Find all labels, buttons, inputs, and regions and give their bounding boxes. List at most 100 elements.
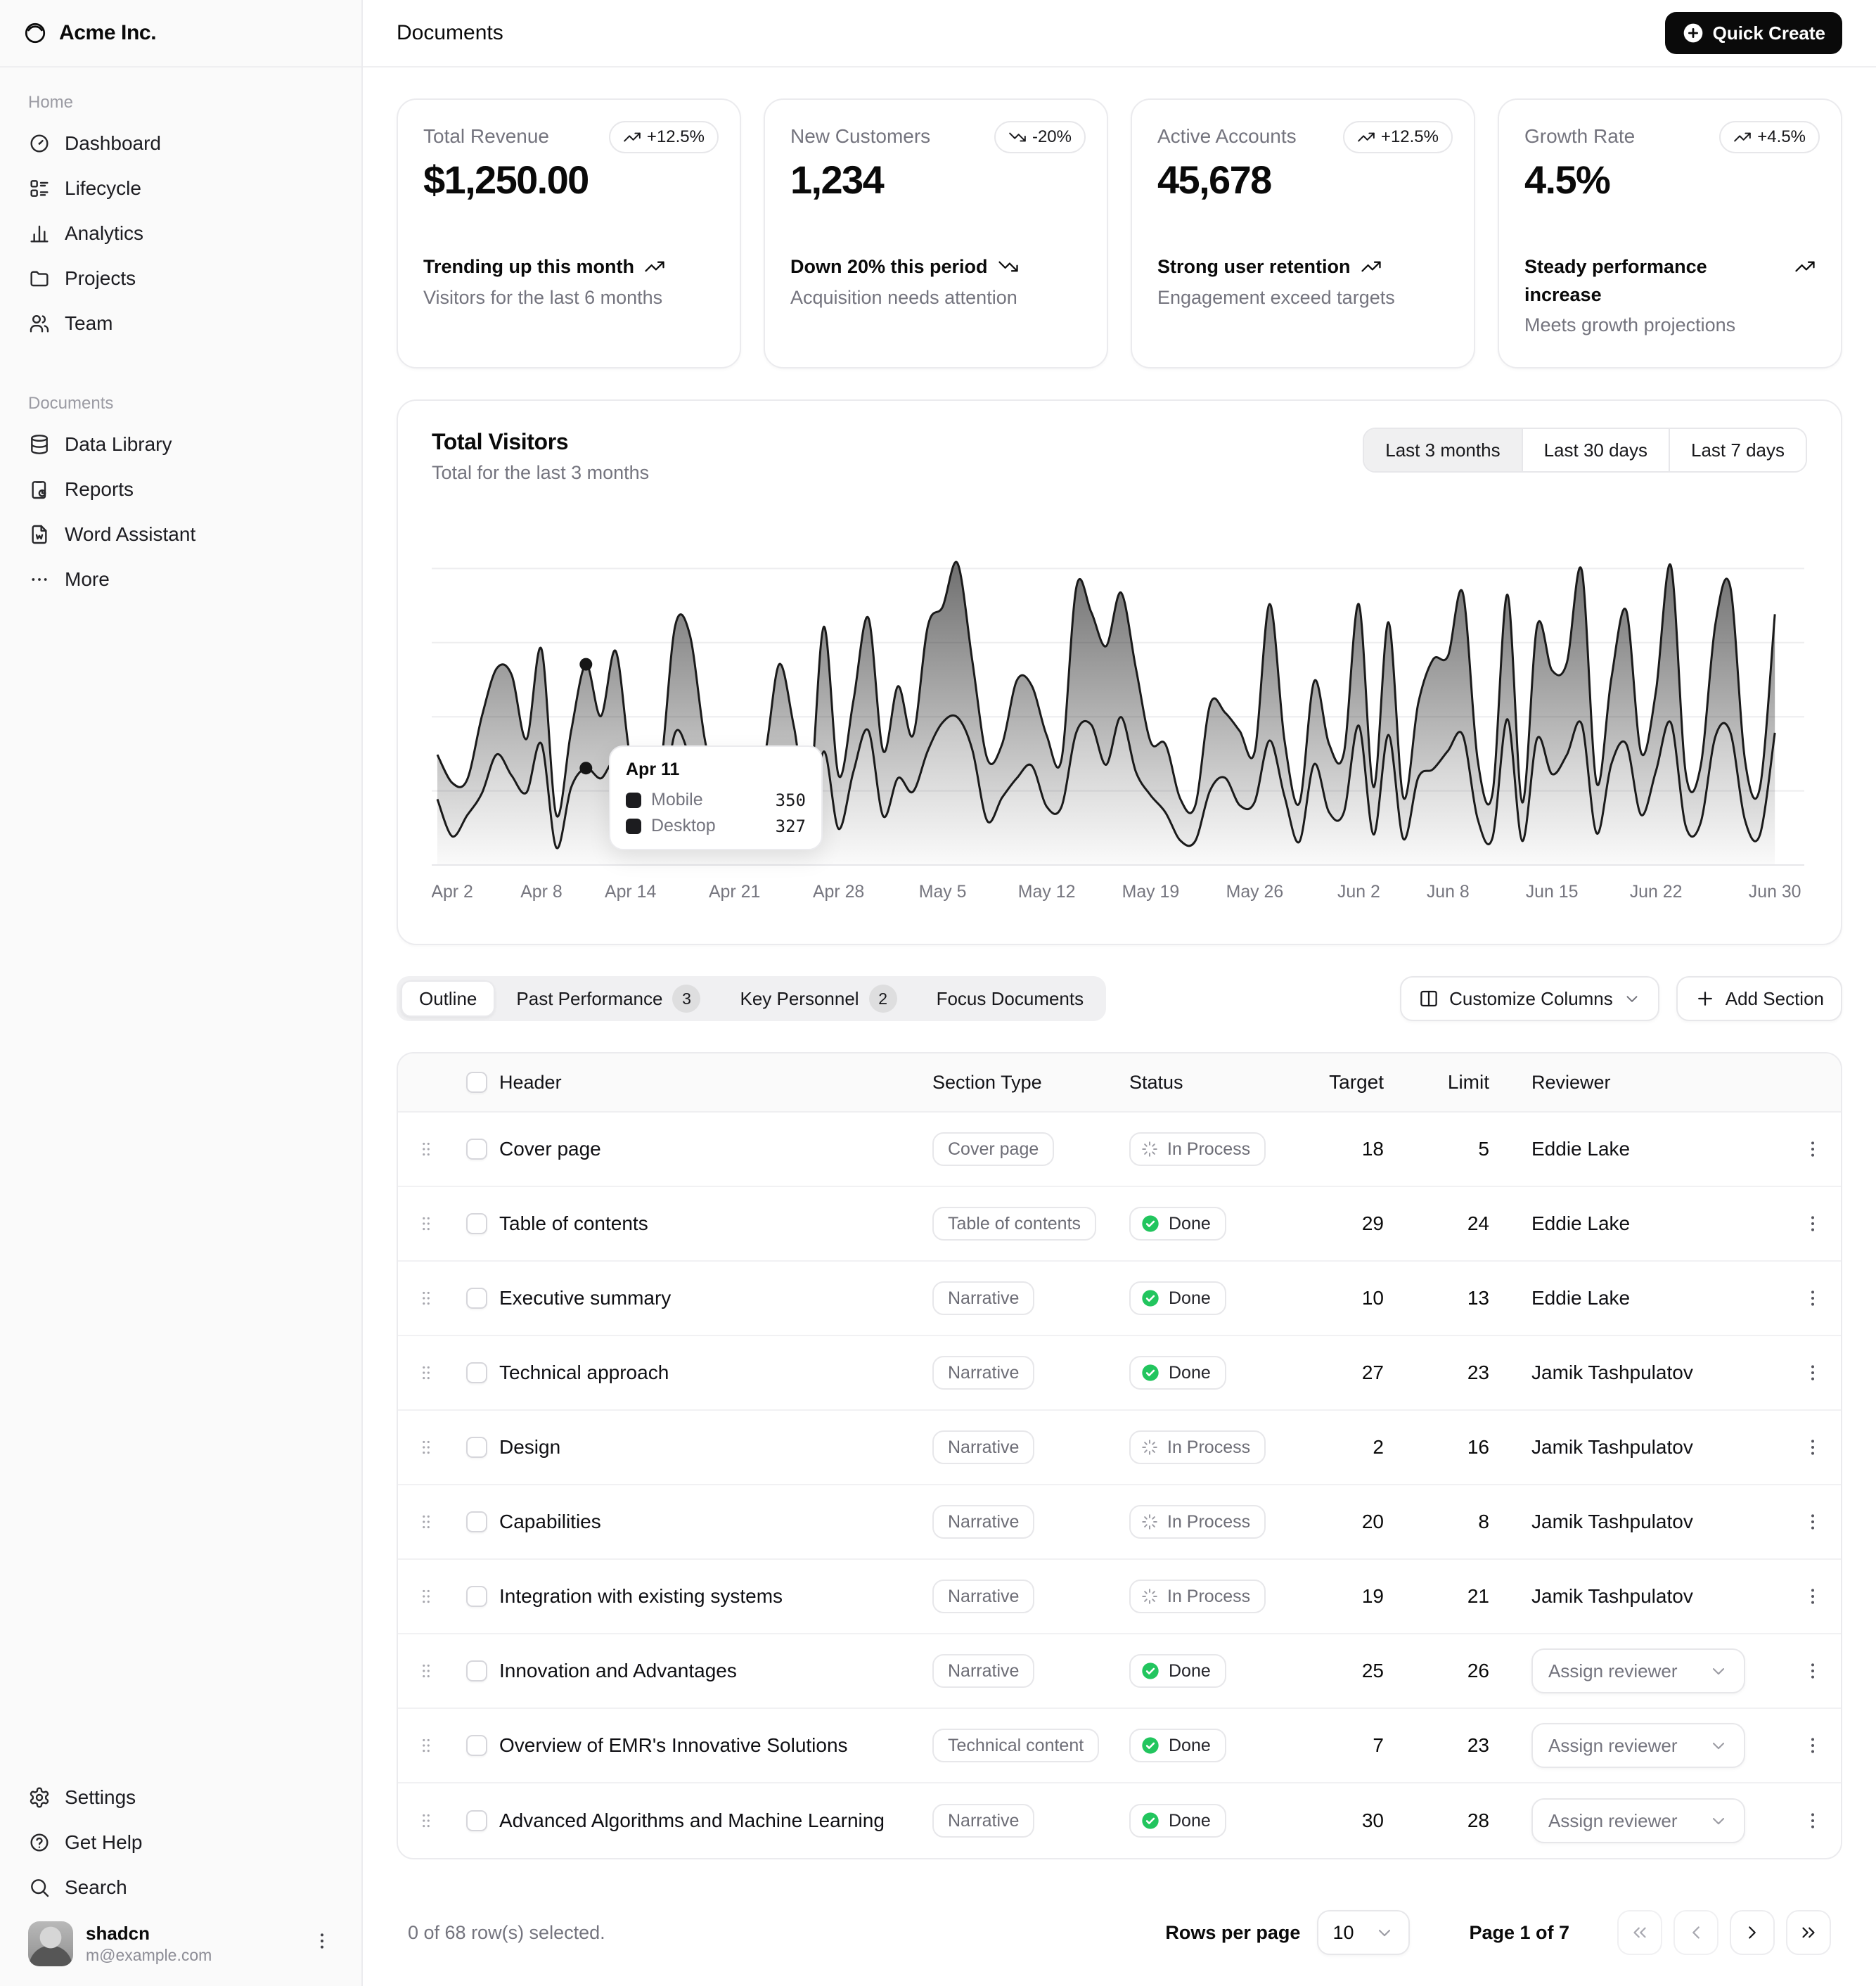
target-value[interactable]: 19 xyxy=(1361,1585,1384,1607)
row-actions-kebab[interactable] xyxy=(1785,1138,1841,1160)
next-page-button[interactable] xyxy=(1730,1910,1775,1955)
row-header[interactable]: Design xyxy=(499,1436,561,1458)
row-header[interactable]: Technical approach xyxy=(499,1362,669,1383)
limit-value[interactable]: 21 xyxy=(1467,1585,1489,1607)
assign-reviewer-select[interactable]: Assign reviewer xyxy=(1531,1648,1745,1693)
drag-handle[interactable] xyxy=(398,1661,454,1681)
row-header[interactable]: Innovation and Advantages xyxy=(499,1660,737,1681)
sidebar-item-reports[interactable]: Reports xyxy=(17,467,345,512)
row-header[interactable]: Capabilities xyxy=(499,1511,601,1532)
sidebar-item-word-assistant[interactable]: Word Assistant xyxy=(17,512,345,557)
range-last-3-months[interactable]: Last 3 months xyxy=(1364,429,1522,471)
sidebar-item-more[interactable]: More xyxy=(17,557,345,602)
drag-handle[interactable] xyxy=(398,1437,454,1457)
row-actions-kebab[interactable] xyxy=(1785,1660,1841,1682)
target-value[interactable]: 18 xyxy=(1361,1138,1384,1160)
limit-value[interactable]: 8 xyxy=(1478,1511,1489,1532)
row-actions-kebab[interactable] xyxy=(1785,1734,1841,1757)
row-actions-kebab[interactable] xyxy=(1785,1511,1841,1533)
tab-outline[interactable]: Outline xyxy=(401,980,496,1017)
add-section-button[interactable]: Add Section xyxy=(1676,976,1842,1021)
assign-reviewer-select[interactable]: Assign reviewer xyxy=(1531,1798,1745,1843)
row-header[interactable]: Integration with existing systems xyxy=(499,1585,783,1607)
customize-columns-button[interactable]: Customize Columns xyxy=(1400,976,1659,1021)
area-chart[interactable]: Apr 2 Apr 8 Apr 14 Apr 21 Apr 28 May 5 May 12 M… xyxy=(432,536,1804,930)
row-checkbox[interactable] xyxy=(466,1288,487,1309)
row-checkbox[interactable] xyxy=(466,1437,487,1458)
sidebar-item-get-help[interactable]: Get Help xyxy=(17,1820,345,1865)
drag-handle[interactable] xyxy=(398,1214,454,1234)
stat-title: New Customers xyxy=(790,125,931,147)
assign-reviewer-select[interactable]: Assign reviewer xyxy=(1531,1723,1745,1768)
limit-value[interactable]: 13 xyxy=(1467,1287,1489,1309)
user-menu[interactable]: shadcn m@example.com xyxy=(17,1910,345,1978)
row-actions-kebab[interactable] xyxy=(1785,1212,1841,1235)
drag-handle[interactable] xyxy=(398,1139,454,1159)
select-all-checkbox[interactable] xyxy=(466,1072,487,1093)
sidebar-item-projects[interactable]: Projects xyxy=(17,256,345,301)
row-checkbox[interactable] xyxy=(466,1586,487,1607)
row-checkbox[interactable] xyxy=(466,1511,487,1532)
prev-page-button[interactable] xyxy=(1673,1910,1718,1955)
row-checkbox[interactable] xyxy=(466,1810,487,1831)
target-value[interactable]: 29 xyxy=(1361,1212,1384,1234)
limit-value[interactable]: 24 xyxy=(1467,1212,1489,1234)
row-header[interactable]: Cover page xyxy=(499,1138,601,1160)
row-checkbox[interactable] xyxy=(466,1362,487,1383)
row-checkbox[interactable] xyxy=(466,1735,487,1756)
row-header[interactable]: Advanced Algorithms and Machine Learning xyxy=(499,1809,885,1831)
sidebar-item-team[interactable]: Team xyxy=(17,301,345,346)
limit-value[interactable]: 5 xyxy=(1478,1138,1489,1160)
sidebar-item-analytics[interactable]: Analytics xyxy=(17,211,345,256)
section-type-badge: Narrative xyxy=(932,1281,1035,1315)
tab-past-performance[interactable]: Past Performance 3 xyxy=(498,980,719,1017)
tab-focus-documents[interactable]: Focus Documents xyxy=(918,980,1103,1017)
row-header[interactable]: Table of contents xyxy=(499,1212,648,1234)
first-page-button[interactable] xyxy=(1617,1910,1662,1955)
rows-per-page-select[interactable]: 10 xyxy=(1317,1910,1411,1955)
sidebar-header[interactable]: Acme Inc. xyxy=(0,0,361,68)
limit-value[interactable]: 28 xyxy=(1467,1809,1489,1831)
row-actions-kebab[interactable] xyxy=(1785,1362,1841,1384)
target-value[interactable]: 2 xyxy=(1373,1436,1384,1458)
row-actions-kebab[interactable] xyxy=(1785,1585,1841,1608)
sidebar-nav: Home Dashboard Lifecycle Analytics Projects T… xyxy=(0,68,361,602)
limit-value[interactable]: 26 xyxy=(1467,1660,1489,1681)
target-value[interactable]: 20 xyxy=(1361,1511,1384,1532)
drag-handle[interactable] xyxy=(398,1587,454,1606)
last-page-button[interactable] xyxy=(1786,1910,1831,1955)
quick-create-button[interactable]: Quick Create xyxy=(1664,12,1842,54)
limit-value[interactable]: 16 xyxy=(1467,1436,1489,1458)
sidebar-item-dashboard[interactable]: Dashboard xyxy=(17,121,345,166)
row-checkbox[interactable] xyxy=(466,1660,487,1681)
row-actions-kebab[interactable] xyxy=(1785,1287,1841,1309)
target-value[interactable]: 7 xyxy=(1373,1734,1384,1756)
user-menu-kebab[interactable] xyxy=(311,1930,333,1958)
row-actions-kebab[interactable] xyxy=(1785,1809,1841,1832)
range-last-7-days[interactable]: Last 7 days xyxy=(1669,429,1806,471)
row-actions-kebab[interactable] xyxy=(1785,1436,1841,1459)
chevron-down-icon xyxy=(1712,1668,1725,1675)
target-value[interactable]: 27 xyxy=(1361,1362,1384,1383)
row-header[interactable]: Executive summary xyxy=(499,1287,672,1309)
trending-down-icon xyxy=(1009,132,1026,142)
sidebar-item-lifecycle[interactable]: Lifecycle xyxy=(17,166,345,211)
drag-handle[interactable] xyxy=(398,1288,454,1308)
row-header[interactable]: Overview of EMR's Innovative Solutions xyxy=(499,1734,848,1756)
sidebar-item-search[interactable]: Search xyxy=(17,1865,345,1910)
target-value[interactable]: 25 xyxy=(1361,1660,1384,1681)
range-last-30-days[interactable]: Last 30 days xyxy=(1521,429,1669,471)
target-value[interactable]: 30 xyxy=(1361,1809,1384,1831)
limit-value[interactable]: 23 xyxy=(1467,1734,1489,1756)
drag-handle[interactable] xyxy=(398,1811,454,1831)
sidebar-item-data-library[interactable]: Data Library xyxy=(17,422,345,467)
sidebar-item-settings[interactable]: Settings xyxy=(17,1775,345,1820)
row-checkbox[interactable] xyxy=(466,1213,487,1234)
tab-key-personnel[interactable]: Key Personnel 2 xyxy=(721,980,915,1017)
limit-value[interactable]: 23 xyxy=(1467,1362,1489,1383)
drag-handle[interactable] xyxy=(398,1363,454,1383)
target-value[interactable]: 10 xyxy=(1361,1287,1384,1309)
drag-handle[interactable] xyxy=(398,1736,454,1755)
row-checkbox[interactable] xyxy=(466,1139,487,1160)
drag-handle[interactable] xyxy=(398,1512,454,1532)
